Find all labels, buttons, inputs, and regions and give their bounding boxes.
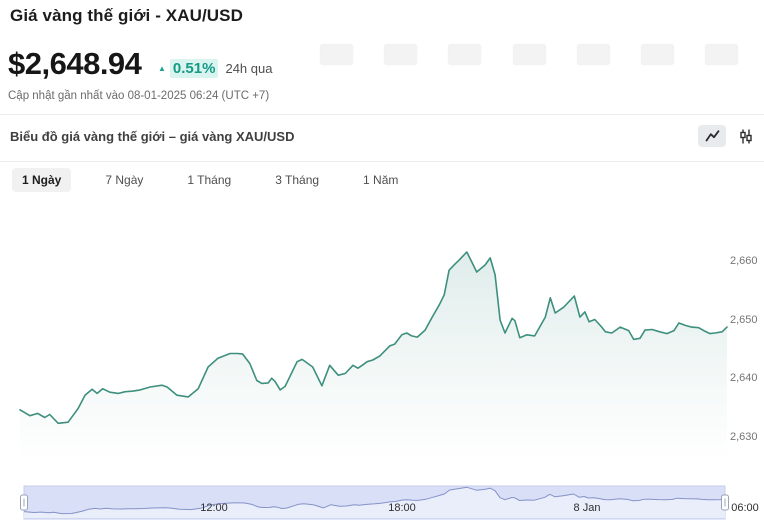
line-chart-toggle-button[interactable] [698,125,726,147]
x-axis-tick-label: 06:00 [731,502,759,514]
range-tab[interactable]: 1 Năm [353,168,408,192]
navigator-right-handle[interactable] [721,494,729,511]
price-value: $2,648.94 [8,46,142,81]
blurred-ad-box [384,44,417,65]
blurred-ad-box [513,44,546,65]
blurred-ad-box [320,44,353,65]
x-axis-tick-label: 12:00 [200,502,228,514]
price-chart[interactable]: 2,660 2,650 2,640 2,630 12:00 18:00 8 Jan 06:0… [0,210,764,530]
line-chart-icon [705,130,719,142]
divider [0,161,764,162]
x-axis-tick-label: 8 Jan [573,502,601,514]
range-tab[interactable]: 7 Ngày [95,168,153,192]
price-line [19,251,728,425]
navigator[interactable] [20,485,729,520]
last-updated-text: Cập nhật gần nhất vào 08-01-2025 06:24 (… [8,90,270,102]
price-change-badge: ▲ 0.51% 24h qua [158,59,272,78]
range-tabs: 1 Ngày 7 Ngày 1 Tháng 3 Tháng 1 Năm [12,168,408,192]
blurred-ad-box [641,44,674,65]
range-tab[interactable]: 1 Tháng [177,168,241,192]
price-change-percent: 0.51% [169,59,219,78]
blurred-ad-box [705,44,738,65]
blurred-ad-box [577,44,610,65]
price-change-period: 24h qua [225,61,273,76]
chart-canvas [19,251,729,520]
blurred-ad-strip [312,40,764,70]
range-tab[interactable]: 1 Ngày [12,168,72,192]
y-axis-tick-label: 2,640 [730,372,758,384]
range-tab[interactable]: 3 Tháng [265,168,329,192]
y-axis-tick-label: 2,630 [730,431,758,443]
navigator-line [23,486,726,515]
y-axis-tick-label: 2,660 [730,255,758,267]
navigator-left-handle[interactable] [20,494,28,511]
blurred-ad-box [448,44,481,65]
navigator-area-fill [24,487,725,518]
y-axis-tick-label: 2,650 [730,314,758,326]
x-axis-tick-label: 18:00 [388,502,416,514]
chart-section-title: Biểu đồ giá vàng thế giới – giá vàng XAU… [10,129,295,144]
page-title: Giá vàng thế giới - XAU/USD [10,6,243,25]
chart-type-toggle [698,125,760,147]
candlestick-icon [740,129,752,143]
divider [0,114,764,115]
up-triangle-icon: ▲ [158,63,166,73]
candlestick-toggle-button[interactable] [732,125,760,147]
price-area-fill [20,252,727,462]
